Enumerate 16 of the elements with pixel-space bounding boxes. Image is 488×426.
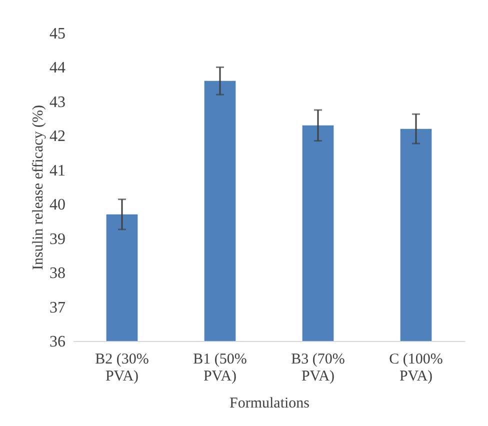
y-tick-label: 41 xyxy=(50,162,66,180)
y-tick-label: 36 xyxy=(50,334,66,350)
y-tick-label: 45 xyxy=(50,26,66,42)
y-tick-label: 44 xyxy=(50,60,66,77)
y-axis-title: Insulin release efficacy (%) xyxy=(30,104,46,270)
y-tick-label: 39 xyxy=(50,230,66,248)
y-tick-label: 43 xyxy=(50,94,66,111)
x-axis-title: Formulations xyxy=(229,396,310,412)
x-tick-label: B1 (50% PVA) xyxy=(193,352,247,384)
y-tick-label: 37 xyxy=(50,299,66,316)
y-tick-label: 40 xyxy=(50,196,66,214)
x-tick-label: B2 (30% PVA) xyxy=(95,352,149,384)
y-tick-label: 38 xyxy=(50,265,66,282)
x-tick-label: C (100% PVA) xyxy=(389,352,443,384)
x-tick-label: B3 (70% PVA) xyxy=(291,352,345,384)
y-tick-label: 42 xyxy=(50,128,66,146)
